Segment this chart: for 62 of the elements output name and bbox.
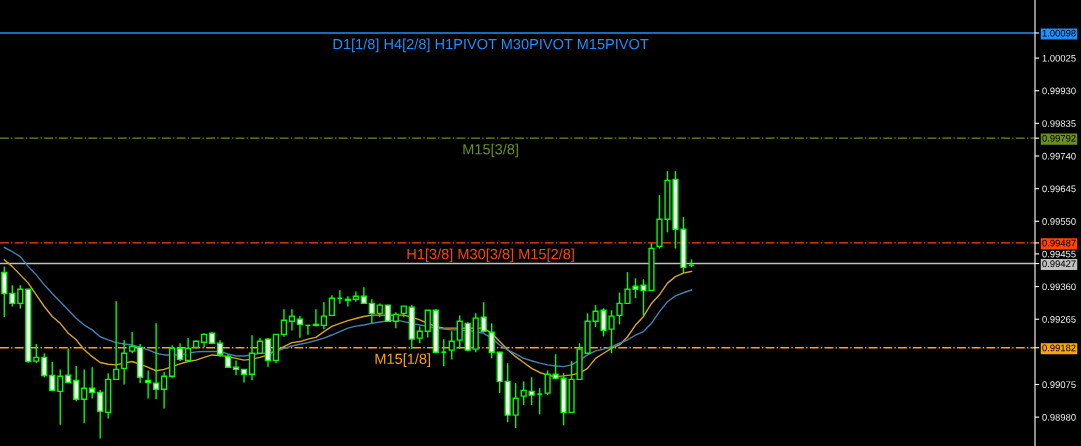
candlestick <box>264 337 272 368</box>
y-tick-label: 0.99487 <box>1042 239 1076 247</box>
candlestick <box>161 371 168 410</box>
y-tick-label: 0.99792 <box>1042 134 1076 142</box>
candlestick <box>97 389 104 440</box>
y-tick-label: 0.99835 <box>1042 120 1076 127</box>
ref-line-label: M15[3/8] <box>463 143 518 158</box>
y-tick-label: 0.99645 <box>1042 185 1076 193</box>
y-tick-label: 0.99427 <box>1042 260 1076 268</box>
y-tick-label: 0.99075 <box>1042 381 1076 389</box>
candlestick <box>480 301 487 333</box>
candlestick <box>33 343 40 364</box>
y-tick-label: 0.99265 <box>1042 316 1076 323</box>
candlestick <box>113 300 120 381</box>
candlestick <box>368 298 375 325</box>
candlestick <box>57 368 64 426</box>
candlestick <box>544 369 551 396</box>
candlestick <box>145 369 152 400</box>
candlestick <box>312 308 320 328</box>
y-tick-label: 0.98980 <box>1042 413 1076 421</box>
y-tick-label: 0.99550 <box>1042 218 1076 225</box>
candlestick <box>41 352 48 378</box>
candlestick <box>424 309 431 339</box>
candlestick <box>520 380 527 406</box>
y-tick-label: 0.99930 <box>1042 87 1076 95</box>
candlestick <box>440 338 447 367</box>
candlestick <box>336 289 344 305</box>
ref-line-label: H1[3/8] M30[3/8] M15[2/8] <box>407 248 574 263</box>
candlestick <box>248 334 256 382</box>
candlestick <box>320 301 327 330</box>
candlestick <box>1 265 8 318</box>
candlestick <box>456 314 463 350</box>
candlestick <box>65 347 72 384</box>
y-tick-label: 0.99182 <box>1042 344 1076 352</box>
candlestick <box>81 368 88 425</box>
candlestick <box>121 339 128 386</box>
y-tick-label: 1.00098 <box>1042 29 1076 37</box>
y-tick-label: 0.99740 <box>1042 152 1076 160</box>
y-tick-label: 0.99360 <box>1042 283 1076 291</box>
candlestick <box>9 284 16 308</box>
candlestick <box>232 359 240 376</box>
candlestick <box>17 284 24 310</box>
candlestick <box>153 322 160 400</box>
candlestick <box>280 308 288 338</box>
candlestick <box>552 353 559 380</box>
candlestick <box>129 331 136 354</box>
y-tick-label: 1.00025 <box>1042 54 1076 62</box>
candlestick <box>344 295 351 308</box>
candlestick <box>528 376 535 406</box>
ref-line-label: D1[1/8] H4[2/8] H1PIVOT M30PIVOT M15PIVOT <box>333 38 649 53</box>
y-tick-label: 0.99455 <box>1042 250 1076 258</box>
candlestick <box>296 315 304 339</box>
candlestick <box>536 387 543 416</box>
candlestick <box>184 337 192 362</box>
ref-line-label: M15[1/8] <box>375 353 431 367</box>
candlestick <box>288 308 296 332</box>
candlestick <box>73 365 80 403</box>
candlestick <box>89 366 96 400</box>
candlestick <box>488 322 495 360</box>
candlestick <box>49 361 56 393</box>
candlestick <box>448 330 455 361</box>
candlestick <box>512 382 519 429</box>
